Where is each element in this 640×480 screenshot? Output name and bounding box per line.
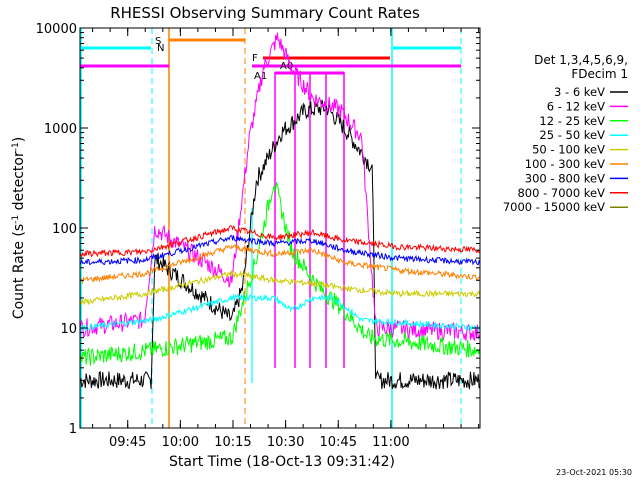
flag-label: F [252, 53, 258, 64]
legend-header-line2: FDecim 1 [571, 67, 628, 81]
y-tick-label: 10 [60, 322, 77, 337]
legend-label: 100 - 300 keV [525, 157, 605, 171]
series-line-25-50keV [79, 293, 481, 332]
footer-timestamp: 23-Oct-2021 05:30 [556, 468, 632, 477]
y-axis-label-sup2: -1 [11, 142, 21, 151]
x-tick-label: 10:30 [267, 435, 304, 450]
y-axis-label-mid: detector [11, 151, 27, 215]
chart-title: RHESSI Observing Summary Count Rates [110, 4, 420, 22]
series-line-12-25keV [79, 182, 481, 368]
y-axis-label-main: Count Rate (s [11, 224, 27, 319]
legend-label: 300 - 800 keV [525, 171, 605, 185]
legend-label: 12 - 25 keV [539, 114, 605, 128]
flag-label: S [155, 36, 161, 47]
flag-label: A1 [254, 71, 267, 82]
legend-label: 50 - 100 keV [532, 143, 605, 157]
x-tick-label: 10:00 [162, 435, 199, 450]
legend-label: 25 - 50 keV [539, 128, 605, 142]
legend-label: 800 - 7000 keV [517, 186, 605, 200]
series-line-300-800keV [79, 234, 481, 266]
y-tick-label: 10000 [36, 22, 77, 37]
x-tick-label: 10:45 [320, 435, 357, 450]
y-axis-label-sup: -1 [11, 215, 21, 224]
series-line-6-12keV [79, 32, 481, 342]
x-axis: 09:45 10:00 10:15 10:30 10:45 11:00 [92, 28, 480, 450]
y-axis-label: Count Rate (s-1 detector-1) [11, 137, 27, 319]
legend-label: 7000 - 15000 keV [503, 200, 605, 214]
x-tick-label: 10:15 [214, 435, 251, 450]
flag-label: N [157, 43, 164, 54]
x-tick-label: 11:00 [372, 435, 409, 450]
series-line-50-100keV [79, 269, 481, 306]
series-line-800-7000keV [79, 225, 481, 259]
y-tick-label: 100 [52, 222, 77, 237]
y-axis: 1 10 100 1000 10000 [36, 22, 480, 437]
legend-label: 6 - 12 keV [547, 99, 605, 113]
plot-frame [79, 27, 481, 429]
x-axis-label: Start Time (18-Oct-13 09:31:42) [169, 454, 395, 470]
legend-header-line1: Det 1,3,4,5,6,9, [534, 53, 628, 67]
y-tick-label: 1 [69, 422, 77, 437]
series-layer [79, 32, 481, 390]
x-tick-label: 09:45 [109, 435, 146, 450]
flag-label: A0 [280, 61, 293, 72]
y-tick-label: 1000 [44, 122, 77, 137]
y-axis-label-end: ) [11, 137, 27, 142]
legend-label: 3 - 6 keV [554, 85, 605, 99]
flag-layer: SN F A0 A1 [80, 28, 462, 428]
series-line-3-6keV [79, 99, 481, 390]
series-line-100-300keV [79, 244, 481, 285]
